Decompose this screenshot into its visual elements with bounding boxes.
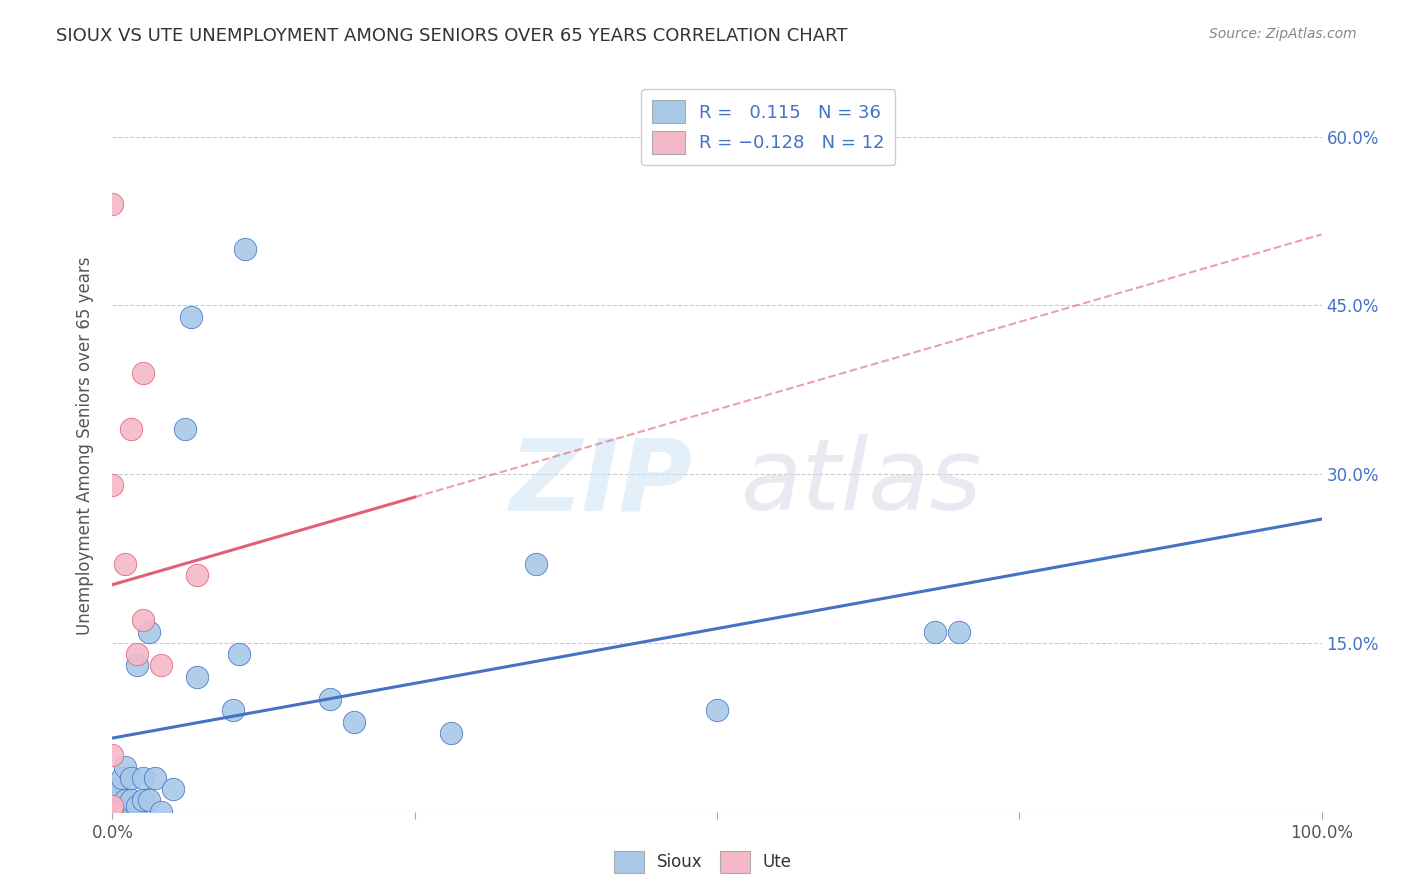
Point bbox=[101, 478, 124, 492]
Point bbox=[132, 614, 155, 628]
Point bbox=[186, 670, 208, 684]
Point bbox=[120, 793, 142, 807]
Point bbox=[524, 557, 547, 571]
Point bbox=[120, 771, 142, 785]
Point bbox=[101, 799, 124, 814]
Point bbox=[107, 805, 129, 819]
Point bbox=[120, 422, 142, 436]
Point bbox=[174, 422, 197, 436]
Point bbox=[125, 658, 148, 673]
Text: ZIP: ZIP bbox=[510, 434, 693, 531]
Point bbox=[948, 624, 970, 639]
Text: atlas: atlas bbox=[741, 434, 983, 531]
Legend: Sioux, Ute: Sioux, Ute bbox=[607, 845, 799, 880]
Point bbox=[107, 793, 129, 807]
Point bbox=[138, 624, 160, 639]
Point bbox=[924, 624, 946, 639]
Point bbox=[114, 557, 136, 571]
Point bbox=[440, 726, 463, 740]
Point bbox=[107, 782, 129, 797]
Point bbox=[101, 805, 124, 819]
Point bbox=[149, 658, 172, 673]
Point bbox=[180, 310, 202, 324]
Point bbox=[101, 748, 124, 763]
Point bbox=[132, 366, 155, 380]
Point bbox=[101, 793, 124, 807]
Point bbox=[101, 805, 124, 819]
Point bbox=[115, 805, 138, 819]
Point bbox=[235, 242, 257, 256]
Point bbox=[114, 793, 136, 807]
Text: Source: ZipAtlas.com: Source: ZipAtlas.com bbox=[1209, 27, 1357, 41]
Point bbox=[101, 197, 124, 211]
Point bbox=[143, 771, 166, 785]
Point bbox=[101, 799, 124, 814]
Point bbox=[228, 647, 250, 661]
Point bbox=[114, 760, 136, 774]
Point bbox=[114, 805, 136, 819]
Text: SIOUX VS UTE UNEMPLOYMENT AMONG SENIORS OVER 65 YEARS CORRELATION CHART: SIOUX VS UTE UNEMPLOYMENT AMONG SENIORS … bbox=[56, 27, 848, 45]
Legend: R =   0.115   N = 36, R = −0.128   N = 12: R = 0.115 N = 36, R = −0.128 N = 12 bbox=[641, 89, 896, 165]
Point bbox=[125, 647, 148, 661]
Point bbox=[149, 805, 172, 819]
Point bbox=[138, 793, 160, 807]
Y-axis label: Unemployment Among Seniors over 65 years: Unemployment Among Seniors over 65 years bbox=[76, 257, 94, 635]
Point bbox=[319, 692, 342, 706]
Point bbox=[111, 771, 134, 785]
Point bbox=[343, 714, 366, 729]
Point bbox=[222, 703, 245, 717]
Point bbox=[706, 703, 728, 717]
Point bbox=[186, 568, 208, 582]
Point bbox=[101, 782, 124, 797]
Point bbox=[125, 799, 148, 814]
Point bbox=[132, 771, 155, 785]
Point bbox=[132, 793, 155, 807]
Point bbox=[162, 782, 184, 797]
